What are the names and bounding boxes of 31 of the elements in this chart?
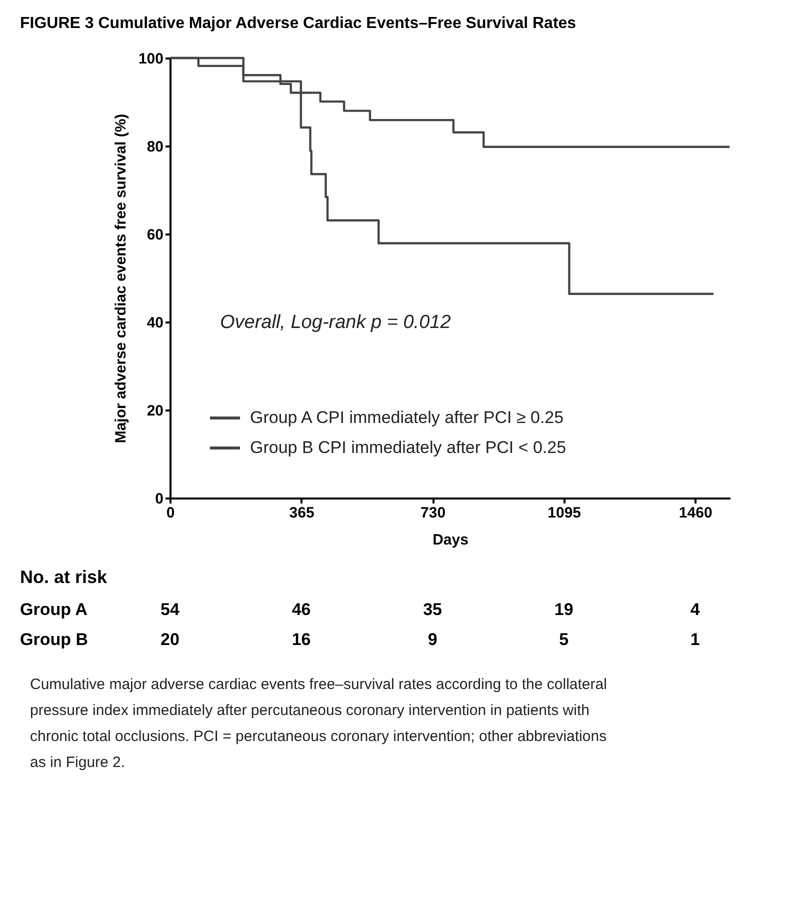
text: 35 <box>423 600 442 619</box>
text: Group A <box>20 600 88 619</box>
y-axis-title: Major adverse cardiac events free survival (%) <box>112 114 130 444</box>
text: Group B <box>20 630 88 649</box>
legend-label: Group B CPI immediately after PCI < 0.25 <box>250 438 566 457</box>
legend-label: Group A CPI immediately after PCI ≥ 0.25 <box>250 408 564 427</box>
x-tick-label: 1460 <box>678 504 712 522</box>
y-tick-label: 40 <box>146 314 164 332</box>
text: 16 <box>292 630 311 649</box>
text: 1 <box>690 630 700 649</box>
y-tick-label: 20 <box>146 402 164 420</box>
text: 9 <box>428 630 438 649</box>
text: 19 <box>554 600 574 619</box>
x-tick-label: 1095 <box>548 504 582 522</box>
text: 46 <box>292 600 311 619</box>
text: No. at risk <box>20 567 108 587</box>
x-axis-title: Days <box>432 532 468 548</box>
y-tick-label: 100 <box>138 50 164 68</box>
y-tick-label: 60 <box>146 226 164 244</box>
annotation: Overall, Log-rank p = 0.012 <box>220 312 452 333</box>
y-tick-label: 80 <box>146 138 164 156</box>
text: 20 <box>160 630 180 649</box>
y-tick-label: 0 <box>155 490 164 508</box>
text: 5 <box>559 630 569 649</box>
text: 54 <box>160 600 180 619</box>
x-tick-label: 730 <box>420 504 446 522</box>
text: 4 <box>690 600 700 619</box>
x-tick-label: 365 <box>289 504 314 522</box>
x-tick-label: 0 <box>166 504 175 522</box>
text: Cumulative major adverse cardiac events free–survival rates according to the collateral pressure index immediately after percutaneous coronary intervention in patients with chronic total occlusions. PCI = percutaneous coronary intervention; other abbreviations as in Figure 2. <box>30 676 607 771</box>
chart-title: FIGURE 3 Cumulative Major Adverse Cardiac Events–Free Survival Rates <box>20 15 576 32</box>
